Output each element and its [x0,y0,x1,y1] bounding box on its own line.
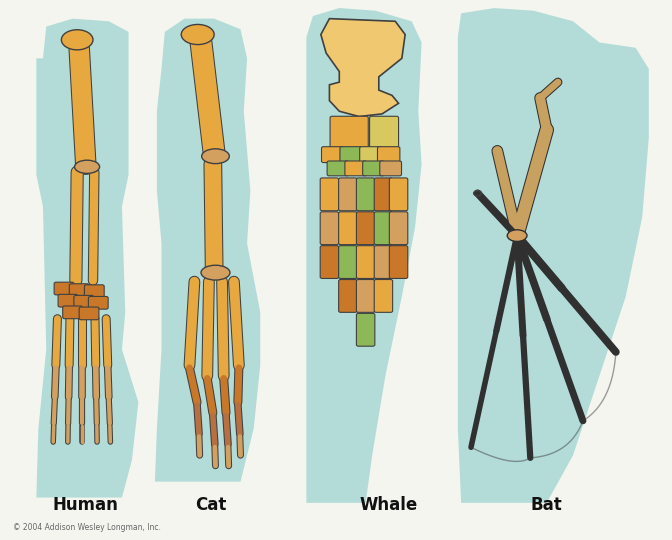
FancyBboxPatch shape [389,178,408,211]
FancyBboxPatch shape [321,147,344,163]
Polygon shape [306,8,421,503]
FancyBboxPatch shape [380,161,402,176]
FancyBboxPatch shape [374,178,392,211]
Text: Human: Human [53,496,119,515]
Ellipse shape [202,149,229,164]
FancyBboxPatch shape [389,212,408,245]
Ellipse shape [201,265,230,280]
Ellipse shape [181,24,214,45]
FancyBboxPatch shape [345,161,367,176]
Polygon shape [155,18,260,482]
Polygon shape [321,18,405,117]
FancyBboxPatch shape [79,307,99,320]
FancyBboxPatch shape [356,313,375,346]
Text: © 2004 Addison Wesley Longman, Inc.: © 2004 Addison Wesley Longman, Inc. [13,523,161,532]
Text: Whale: Whale [360,496,418,515]
FancyBboxPatch shape [340,147,362,163]
FancyBboxPatch shape [363,161,384,176]
FancyBboxPatch shape [374,212,392,245]
FancyBboxPatch shape [320,212,339,245]
FancyBboxPatch shape [374,246,392,279]
FancyBboxPatch shape [320,246,339,279]
FancyBboxPatch shape [360,147,382,163]
FancyBboxPatch shape [54,282,74,295]
FancyBboxPatch shape [374,280,392,312]
Text: Cat: Cat [195,496,226,515]
FancyBboxPatch shape [370,116,398,148]
Ellipse shape [61,30,93,50]
Polygon shape [458,8,648,503]
FancyBboxPatch shape [69,284,89,296]
FancyBboxPatch shape [339,178,357,211]
Ellipse shape [474,191,482,196]
FancyBboxPatch shape [85,285,104,298]
FancyBboxPatch shape [339,246,357,279]
Polygon shape [36,18,138,497]
FancyBboxPatch shape [356,246,375,279]
FancyBboxPatch shape [389,246,408,279]
FancyBboxPatch shape [330,116,368,148]
FancyBboxPatch shape [339,280,357,312]
FancyBboxPatch shape [378,147,400,163]
Ellipse shape [75,160,99,173]
FancyBboxPatch shape [356,178,375,211]
FancyBboxPatch shape [356,212,375,245]
Ellipse shape [507,230,527,241]
FancyBboxPatch shape [327,161,349,176]
FancyBboxPatch shape [58,294,78,307]
FancyBboxPatch shape [74,295,93,308]
Text: Bat: Bat [531,496,562,515]
FancyBboxPatch shape [89,296,108,309]
FancyBboxPatch shape [339,212,357,245]
FancyBboxPatch shape [320,178,339,211]
FancyBboxPatch shape [62,306,83,319]
FancyBboxPatch shape [356,280,375,312]
